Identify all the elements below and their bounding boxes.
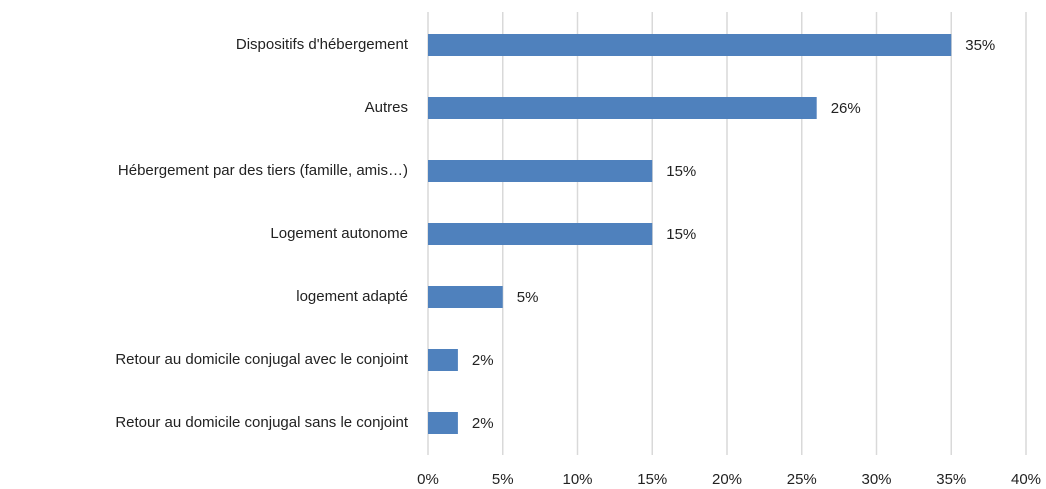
- y-tick-label: Hébergement par des tiers (famille, amis…: [118, 162, 408, 179]
- data-label: 15%: [666, 226, 696, 243]
- data-label: 2%: [472, 415, 494, 432]
- bar: [428, 223, 653, 245]
- x-tick-label: 15%: [637, 471, 667, 488]
- bar: [428, 34, 952, 56]
- x-tick-label: 30%: [861, 471, 891, 488]
- bar: [428, 412, 458, 434]
- x-tick-label: 0%: [417, 471, 439, 488]
- y-tick-label: Autres: [365, 99, 408, 116]
- bar: [428, 286, 503, 308]
- y-tick-label: logement adapté: [296, 288, 408, 305]
- y-tick-label: Dispositifs d'hébergement: [236, 36, 409, 53]
- data-label: 35%: [965, 37, 995, 54]
- x-tick-label: 25%: [787, 471, 817, 488]
- data-label: 2%: [472, 352, 494, 369]
- y-tick-label: Retour au domicile conjugal avec le conj…: [115, 351, 409, 368]
- bar: [428, 349, 458, 371]
- bar: [428, 160, 653, 182]
- x-tick-label: 20%: [712, 471, 742, 488]
- data-label: 15%: [666, 163, 696, 180]
- x-tick-label: 5%: [492, 471, 514, 488]
- x-tick-label: 10%: [562, 471, 592, 488]
- y-tick-label: Retour au domicile conjugal sans le conj…: [115, 414, 409, 431]
- x-tick-label: 40%: [1011, 471, 1041, 488]
- data-label: 26%: [831, 100, 861, 117]
- x-tick-label: 35%: [936, 471, 966, 488]
- y-tick-label: Logement autonome: [270, 225, 408, 242]
- data-label: 5%: [517, 289, 539, 306]
- bar: [428, 97, 817, 119]
